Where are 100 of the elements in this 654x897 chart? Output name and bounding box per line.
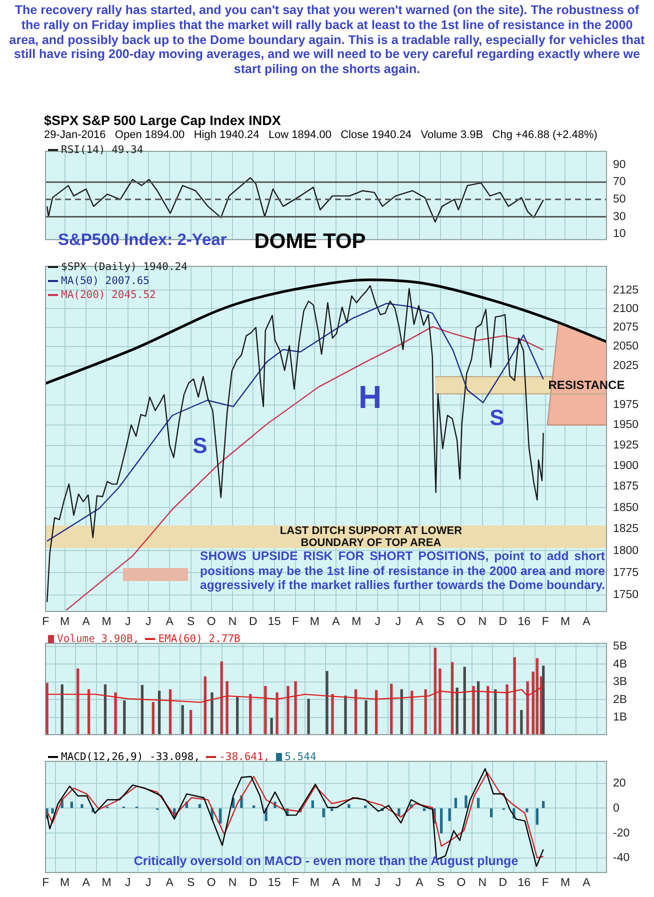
bar [331, 694, 334, 736]
bar [70, 802, 74, 808]
bar [152, 702, 154, 736]
x-tick-label: F [42, 877, 50, 890]
y-tick-label: 1825 [613, 523, 639, 536]
annotation: DOME TOP [254, 230, 366, 253]
legend-label: RSI(14) 49.34 [61, 144, 144, 156]
bar [286, 686, 290, 736]
x-tick-label: 15 [268, 616, 281, 628]
y-tick-label: 1950 [613, 419, 639, 432]
x-tick-label: M [352, 616, 362, 628]
x-tick-label: O [206, 616, 216, 628]
y-tick-label: 1875 [613, 480, 639, 493]
y-tick-label: 2050 [613, 340, 639, 353]
bar [76, 668, 80, 736]
y-tick-label: 30 [613, 210, 626, 223]
bar [542, 666, 545, 736]
x-tick-label: J [395, 877, 402, 890]
y-tick-label: 2025 [613, 360, 639, 372]
band-label: LAST DITCH SUPPORT AT LOWER BOUNDARY OF TOP AREA [280, 524, 462, 549]
y-tick-label: 2075 [613, 322, 639, 334]
x-tick-label: J [145, 616, 152, 628]
x-tick-label: A [416, 877, 424, 890]
bar [440, 808, 443, 834]
x-tick-label: M [310, 877, 320, 890]
bar [400, 689, 403, 736]
bar [220, 661, 223, 736]
y-tick-label: -40 [613, 852, 630, 864]
bar [390, 684, 393, 736]
bar [123, 700, 126, 736]
bar [46, 682, 48, 736]
bar [424, 689, 427, 736]
x-tick-label: M [352, 877, 362, 890]
x-tick-label: 15 [268, 877, 281, 890]
y-tick-label: 90 [613, 158, 626, 171]
bar [322, 808, 325, 818]
bar [204, 676, 207, 736]
y-tick-label: 4B [613, 658, 628, 670]
x-tick-label: F [542, 616, 549, 628]
bar [80, 804, 84, 808]
bar [374, 690, 378, 736]
annotation: H [357, 379, 383, 417]
x-tick-label: J [124, 877, 131, 890]
bar [226, 681, 228, 736]
y-tick-label: 1B [613, 712, 628, 724]
y-tick-label: 1900 [613, 460, 639, 472]
bar [434, 648, 437, 736]
legend-label: -38.641, [219, 751, 270, 763]
x-tick-label: M [560, 616, 570, 628]
legend-label: $SPX (Daily) 1940.24 [61, 261, 188, 273]
bar [311, 800, 314, 808]
bar [218, 808, 222, 824]
x-tick-label: M [60, 877, 70, 890]
y-tick-label: 2125 [613, 284, 639, 296]
bar [236, 697, 239, 736]
bar [536, 658, 539, 736]
bar [264, 686, 267, 736]
bar [276, 692, 278, 736]
bar [476, 681, 480, 736]
bar [326, 670, 328, 736]
y-tick-label: 50 [613, 194, 626, 206]
x-tick-label: N [228, 877, 237, 890]
x-tick-label: D [498, 616, 508, 628]
x-tick-label: S [186, 877, 195, 890]
x-tick-label: M [102, 616, 112, 628]
x-tick-label: O [456, 616, 466, 628]
y-tick-label: 0 [613, 802, 620, 814]
bar [456, 688, 458, 736]
bar [520, 710, 523, 736]
bar [364, 700, 368, 736]
legend-label: MA(50) 2007.65 [61, 275, 150, 287]
bar [463, 666, 466, 736]
x-tick-label: F [292, 616, 300, 628]
x-tick-label: A [82, 877, 90, 890]
chart-subtitle: 29-Jan-2016 Open 1894.00 High 1940.24 Low 1894.00 Close 1940.24 Volume 3.9B Chg +46.88 (+2.48%) [44, 129, 598, 142]
y-tick-label: -20 [613, 827, 630, 840]
bar [472, 686, 475, 736]
x-tick-label: A [332, 877, 340, 890]
bar [494, 689, 497, 736]
bar [476, 798, 480, 808]
y-tick-label: 2B [613, 694, 628, 706]
bar [506, 684, 508, 736]
x-tick-label: F [542, 877, 549, 890]
x-tick-label: M [560, 877, 570, 890]
y-tick-label: 1775 [613, 566, 639, 579]
chart-title: S&P500 Index: 2-Year [58, 231, 227, 250]
x-tick-label: D [498, 877, 508, 890]
bar [464, 795, 468, 808]
x-tick-label: F [42, 616, 50, 628]
bar [307, 698, 310, 736]
annotation: S [192, 433, 208, 459]
bar [438, 668, 442, 736]
x-tick-label: J [124, 616, 131, 628]
x-tick-label: S [436, 616, 445, 628]
annotation: RESISTANCE [548, 378, 625, 392]
bar [490, 808, 493, 818]
x-tick-label: O [206, 877, 216, 890]
bar [51, 808, 54, 814]
bar [348, 804, 350, 808]
bar [104, 684, 107, 736]
